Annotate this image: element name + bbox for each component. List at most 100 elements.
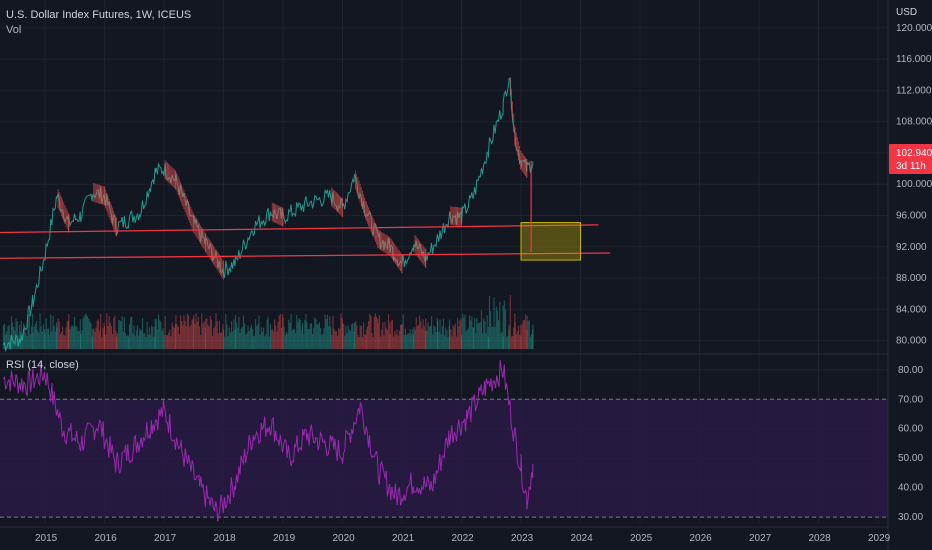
volume-bar	[25, 332, 27, 349]
volume-bar	[510, 336, 512, 349]
volume-bar	[18, 325, 20, 349]
volume-bar	[153, 336, 155, 349]
volume-bar	[325, 318, 327, 349]
volume-bar	[158, 314, 160, 349]
volume-bar	[204, 327, 206, 349]
volume-bar	[17, 335, 19, 349]
volume-bar	[257, 323, 259, 349]
volume-bar	[175, 315, 177, 349]
volume-bar	[50, 314, 52, 349]
volume-bar	[139, 328, 141, 349]
volume-bar	[183, 315, 185, 349]
time-axis[interactable]: 2015 2016 2017 2018 2019 2020 2021 2022 2023 2024…	[0, 526, 891, 544]
volume-bar	[218, 320, 220, 349]
volume-bar	[453, 326, 455, 349]
volume-bar	[377, 318, 379, 349]
volume-bar	[190, 325, 192, 349]
volume-bar	[133, 325, 135, 349]
volume-bar	[57, 318, 59, 349]
volume-bar	[365, 334, 367, 349]
volume-bar	[186, 313, 188, 349]
volume-bar	[178, 334, 180, 349]
volume-bar	[300, 330, 302, 349]
volume-bar	[383, 335, 385, 349]
volume-bar	[432, 334, 434, 349]
volume-bar	[472, 327, 474, 349]
volume-bar	[373, 316, 375, 349]
volume-bar	[170, 336, 172, 349]
volume-bar	[408, 333, 410, 349]
volume-bar	[322, 333, 324, 349]
currency-label[interactable]: USD	[896, 7, 918, 18]
volume-bar	[259, 334, 261, 349]
volume-bar	[440, 334, 442, 349]
time-axis-label: 2016	[95, 533, 118, 544]
volume-bar	[339, 328, 341, 349]
rsi-axis[interactable]: 30.00 40.00 50.00 60.00 70.00 80.00	[898, 365, 923, 523]
volume-bar	[213, 328, 215, 349]
volume-bar	[127, 336, 129, 349]
volume-bar	[476, 317, 478, 349]
volume-bar	[3, 323, 6, 349]
volume-bar	[237, 327, 239, 349]
volume-bar	[334, 331, 336, 349]
chart-title[interactable]: U.S. Dollar Index Futures, 1W, ICEUS	[6, 9, 192, 21]
volume-bar	[404, 328, 407, 349]
volume-bar	[155, 319, 157, 349]
rsi-label[interactable]: RSI (14, close)	[6, 359, 79, 371]
volume-bar	[465, 331, 467, 349]
volume-bar	[59, 333, 61, 349]
volume-bar	[526, 329, 528, 349]
volume-bar	[528, 320, 530, 349]
volume-bar	[52, 315, 54, 349]
volume-bar	[495, 306, 497, 349]
price-axis-label: 96.000	[896, 210, 927, 221]
volume-bar	[364, 334, 366, 349]
volume-bar	[152, 327, 154, 349]
volume-bar	[45, 318, 47, 349]
volume-bar	[225, 313, 227, 349]
last-price-tag: 102.940 3d 11h	[889, 144, 932, 174]
volume-bar	[21, 333, 23, 349]
volume-bar	[484, 321, 486, 349]
volume-bar	[298, 318, 300, 349]
volume-label[interactable]: Vol	[6, 24, 22, 36]
volume-bar	[92, 329, 94, 349]
volume-bar	[509, 295, 511, 349]
volume-bar	[156, 328, 158, 349]
volume-bar	[82, 318, 84, 349]
volume-bar	[353, 331, 355, 349]
volume-bar	[531, 333, 533, 349]
volume-bar	[411, 329, 413, 349]
volume-bar	[295, 333, 297, 349]
volume-bar	[446, 330, 448, 349]
time-axis-label: 2025	[630, 533, 653, 544]
volume-bar	[56, 327, 58, 349]
price-axis[interactable]: 80.00084.00088.00092.00096.000100.000104…	[887, 0, 932, 550]
last-price-tag-bg	[889, 144, 932, 174]
volume-bar	[184, 320, 186, 349]
volume-bar	[104, 326, 106, 349]
time-axis-label: 2026	[690, 533, 713, 544]
volume-bar	[245, 334, 247, 349]
volume-bar	[469, 315, 471, 349]
volume-bar	[263, 327, 265, 349]
volume-bar	[223, 329, 225, 349]
volume-bar	[136, 325, 139, 349]
volume-bar	[234, 315, 236, 349]
volume-bar	[455, 336, 458, 349]
volume-bar	[201, 313, 203, 349]
volume-bar	[214, 325, 216, 349]
volume-bar	[249, 327, 251, 349]
volume-bar	[141, 318, 144, 349]
volume-bar	[115, 336, 117, 349]
volume-bar	[46, 328, 48, 349]
volume-bar	[463, 317, 465, 349]
volume-bar	[194, 323, 196, 349]
volume-bar	[320, 327, 322, 349]
volume-bar	[514, 313, 516, 349]
drawings[interactable]	[0, 160, 611, 261]
volume-bar	[110, 325, 112, 349]
volume-bar	[503, 300, 505, 349]
